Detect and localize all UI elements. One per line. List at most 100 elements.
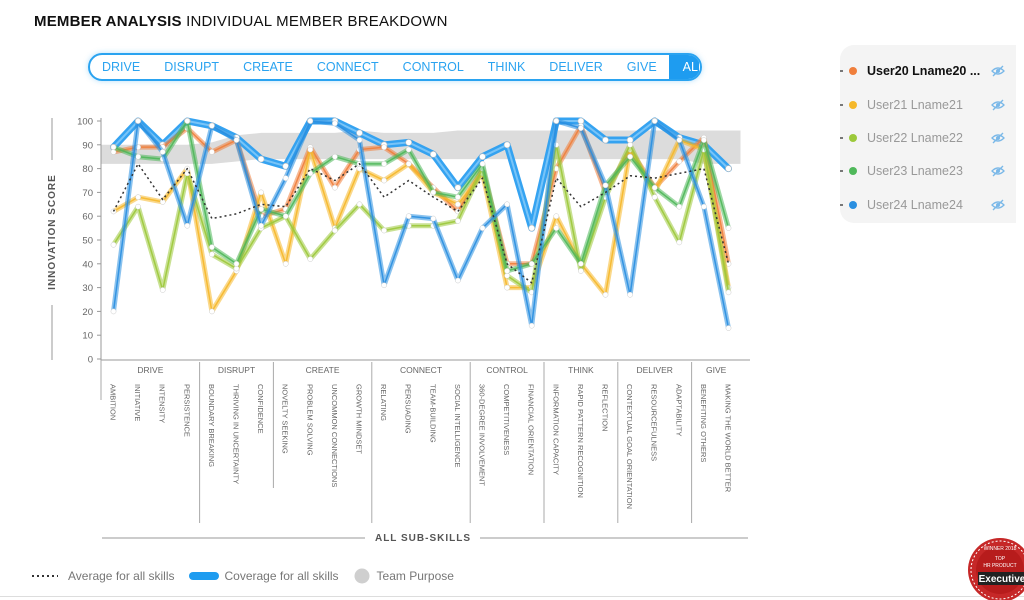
member-point <box>233 260 240 267</box>
member-point <box>381 144 387 151</box>
group-label: THINK <box>568 365 594 375</box>
user-item-21[interactable]: User21 Lname21 <box>840 95 1016 115</box>
member-point <box>627 153 633 160</box>
member-point <box>135 118 141 124</box>
user-color-dot <box>849 167 857 175</box>
category-label: RAPID PATTERN RECOGNITION <box>576 384 585 498</box>
badge-line1: WINNER 2018 <box>984 546 1017 552</box>
tab-deliver[interactable]: DELIVER <box>549 60 603 74</box>
y-tick-label: 80 <box>82 164 93 175</box>
drag-handle-icon <box>840 104 843 106</box>
member-point <box>701 137 707 143</box>
group-label: DELIVER <box>637 365 673 375</box>
member-point <box>602 182 609 189</box>
user-item-20[interactable]: User20 Lname20 ... <box>840 61 1016 81</box>
tab-control[interactable]: CONTROL <box>402 60 464 74</box>
category-label: NOVELTY SEEKING <box>281 384 290 454</box>
member-point <box>676 239 683 246</box>
category-label: THRIVING IN UNCERTAINTY <box>232 384 241 484</box>
member-line-core <box>113 139 730 313</box>
category-label: ADAPTABILITY <box>674 384 683 436</box>
member-point <box>135 194 141 201</box>
tab-create[interactable]: CREATE <box>243 60 293 74</box>
member-point <box>504 268 510 274</box>
eye-slash-icon[interactable] <box>991 164 1005 178</box>
member-point <box>504 201 510 208</box>
member-point <box>135 203 141 210</box>
eye-slash-icon[interactable] <box>991 64 1005 78</box>
member-point <box>701 203 707 210</box>
member-point <box>676 137 683 143</box>
member-point <box>578 260 584 267</box>
coverage-point <box>405 139 413 146</box>
member-point <box>725 325 732 331</box>
group-label: DRIVE <box>137 365 163 375</box>
tab-give[interactable]: GIVE <box>626 60 657 74</box>
drag-handle-icon <box>840 70 843 72</box>
group-label: CONNECT <box>400 365 442 375</box>
member-point <box>381 177 387 184</box>
legend-coverage-label: Coverage for all skills <box>224 569 339 583</box>
tab-drive[interactable]: DRIVE <box>102 60 141 74</box>
member-point <box>258 189 264 196</box>
coverage-point <box>356 129 363 137</box>
member-point <box>553 225 560 231</box>
footer-divider <box>0 596 1024 597</box>
member-point <box>110 144 117 151</box>
member-point <box>479 160 486 167</box>
legend-average: Average for all skills <box>30 569 175 583</box>
member-point <box>233 137 240 143</box>
user-color-dot <box>849 67 857 75</box>
member-point <box>528 260 535 267</box>
member-point <box>332 120 338 127</box>
member-point <box>725 225 732 231</box>
member-point <box>381 282 387 289</box>
user-item-22[interactable]: User22 Lname22 <box>840 128 1016 148</box>
member-point <box>282 175 289 181</box>
category-label: REFLECTION <box>601 384 610 432</box>
member-point <box>430 215 437 222</box>
member-point <box>455 201 461 208</box>
category-label: RELATING <box>379 384 388 421</box>
y-tick-label: 10 <box>82 331 93 342</box>
member-point <box>405 160 412 167</box>
tab-connect[interactable]: CONNECT <box>316 60 379 74</box>
member-line-core <box>112 120 730 329</box>
category-label: MAKING THE WORLD BETTER <box>724 384 733 493</box>
legend-purpose-label: Team Purpose <box>376 569 454 583</box>
category-label: CONFIDENCE <box>256 384 265 434</box>
tab-disrupt[interactable]: DISRUPT <box>164 60 220 74</box>
eye-slash-icon[interactable] <box>991 98 1005 112</box>
member-point <box>602 291 609 298</box>
y-tick-label: 90 <box>82 140 93 151</box>
axis-layer: 0 10 20 30 40 50 60 70 80 90 100 INNOVATION SCORE AL… <box>47 117 750 544</box>
category-label: INFORMATION CAPACITY <box>551 384 560 475</box>
category-label: PERSISTENCE <box>182 384 191 437</box>
member-point <box>307 256 314 262</box>
member-point <box>627 291 633 298</box>
member-point <box>725 289 732 296</box>
badge-line3: HR PRODUCT <box>983 563 1016 569</box>
member-point <box>307 118 314 124</box>
member-point <box>332 184 338 191</box>
user-item-23[interactable]: User23 Lname23 <box>840 161 1016 181</box>
user-item-24[interactable]: User24 Lname24 <box>840 195 1016 215</box>
dotted-line-icon <box>32 575 58 577</box>
member-point <box>356 201 363 208</box>
y-tick-label: 40 <box>82 259 93 270</box>
coverage-point <box>454 184 462 191</box>
drag-handle-icon <box>840 137 843 139</box>
tab-think[interactable]: THINK <box>487 60 526 74</box>
member-point <box>479 225 486 231</box>
eye-slash-icon[interactable] <box>991 198 1005 212</box>
category-label: BOUNDARY BREAKING <box>207 384 216 467</box>
category-label: INITIATIVE <box>133 384 142 421</box>
skill-tab-bar: DRIVE DISRUPT CREATE CONNECT CONTROL THI… <box>88 53 702 81</box>
eye-slash-icon[interactable] <box>991 131 1005 145</box>
category-label: SOCIAL INTELLIGENCE <box>453 384 462 468</box>
member-point <box>110 241 117 248</box>
member-point <box>159 287 166 293</box>
tab-all[interactable]: ALL <box>668 55 700 79</box>
member-point <box>651 194 658 201</box>
y-tick-label: 0 <box>88 355 93 366</box>
